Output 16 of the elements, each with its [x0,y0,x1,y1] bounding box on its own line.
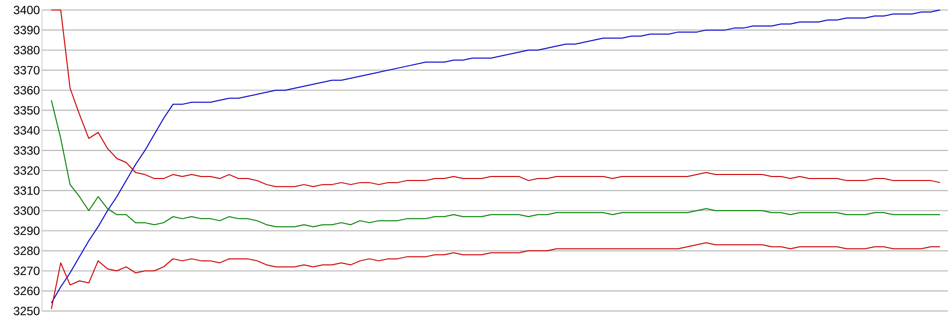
y-tick-label: 3400 [14,6,40,14]
y-tick-label: 3260 [14,286,40,296]
y-tick-label: 3280 [14,246,40,256]
y-tick-label: 3290 [14,226,40,235]
y-tick-label: 3360 [14,86,40,95]
y-tick-label: 3340 [14,126,40,135]
y-tick-label: 3350 [14,106,40,115]
y-tick-label: 3370 [14,66,40,74]
y-tick-label: 3390 [14,26,40,34]
y-tick-label: 3310 [14,186,40,195]
y-tick-label: 3300 [14,206,40,215]
y-tick-label: 3320 [14,166,40,175]
y-tick-label: 3270 [14,266,40,276]
y-tick-label: 3380 [14,46,40,54]
y-tick-label: 3330 [14,146,40,155]
y-tick-label: 3250 [14,306,40,316]
